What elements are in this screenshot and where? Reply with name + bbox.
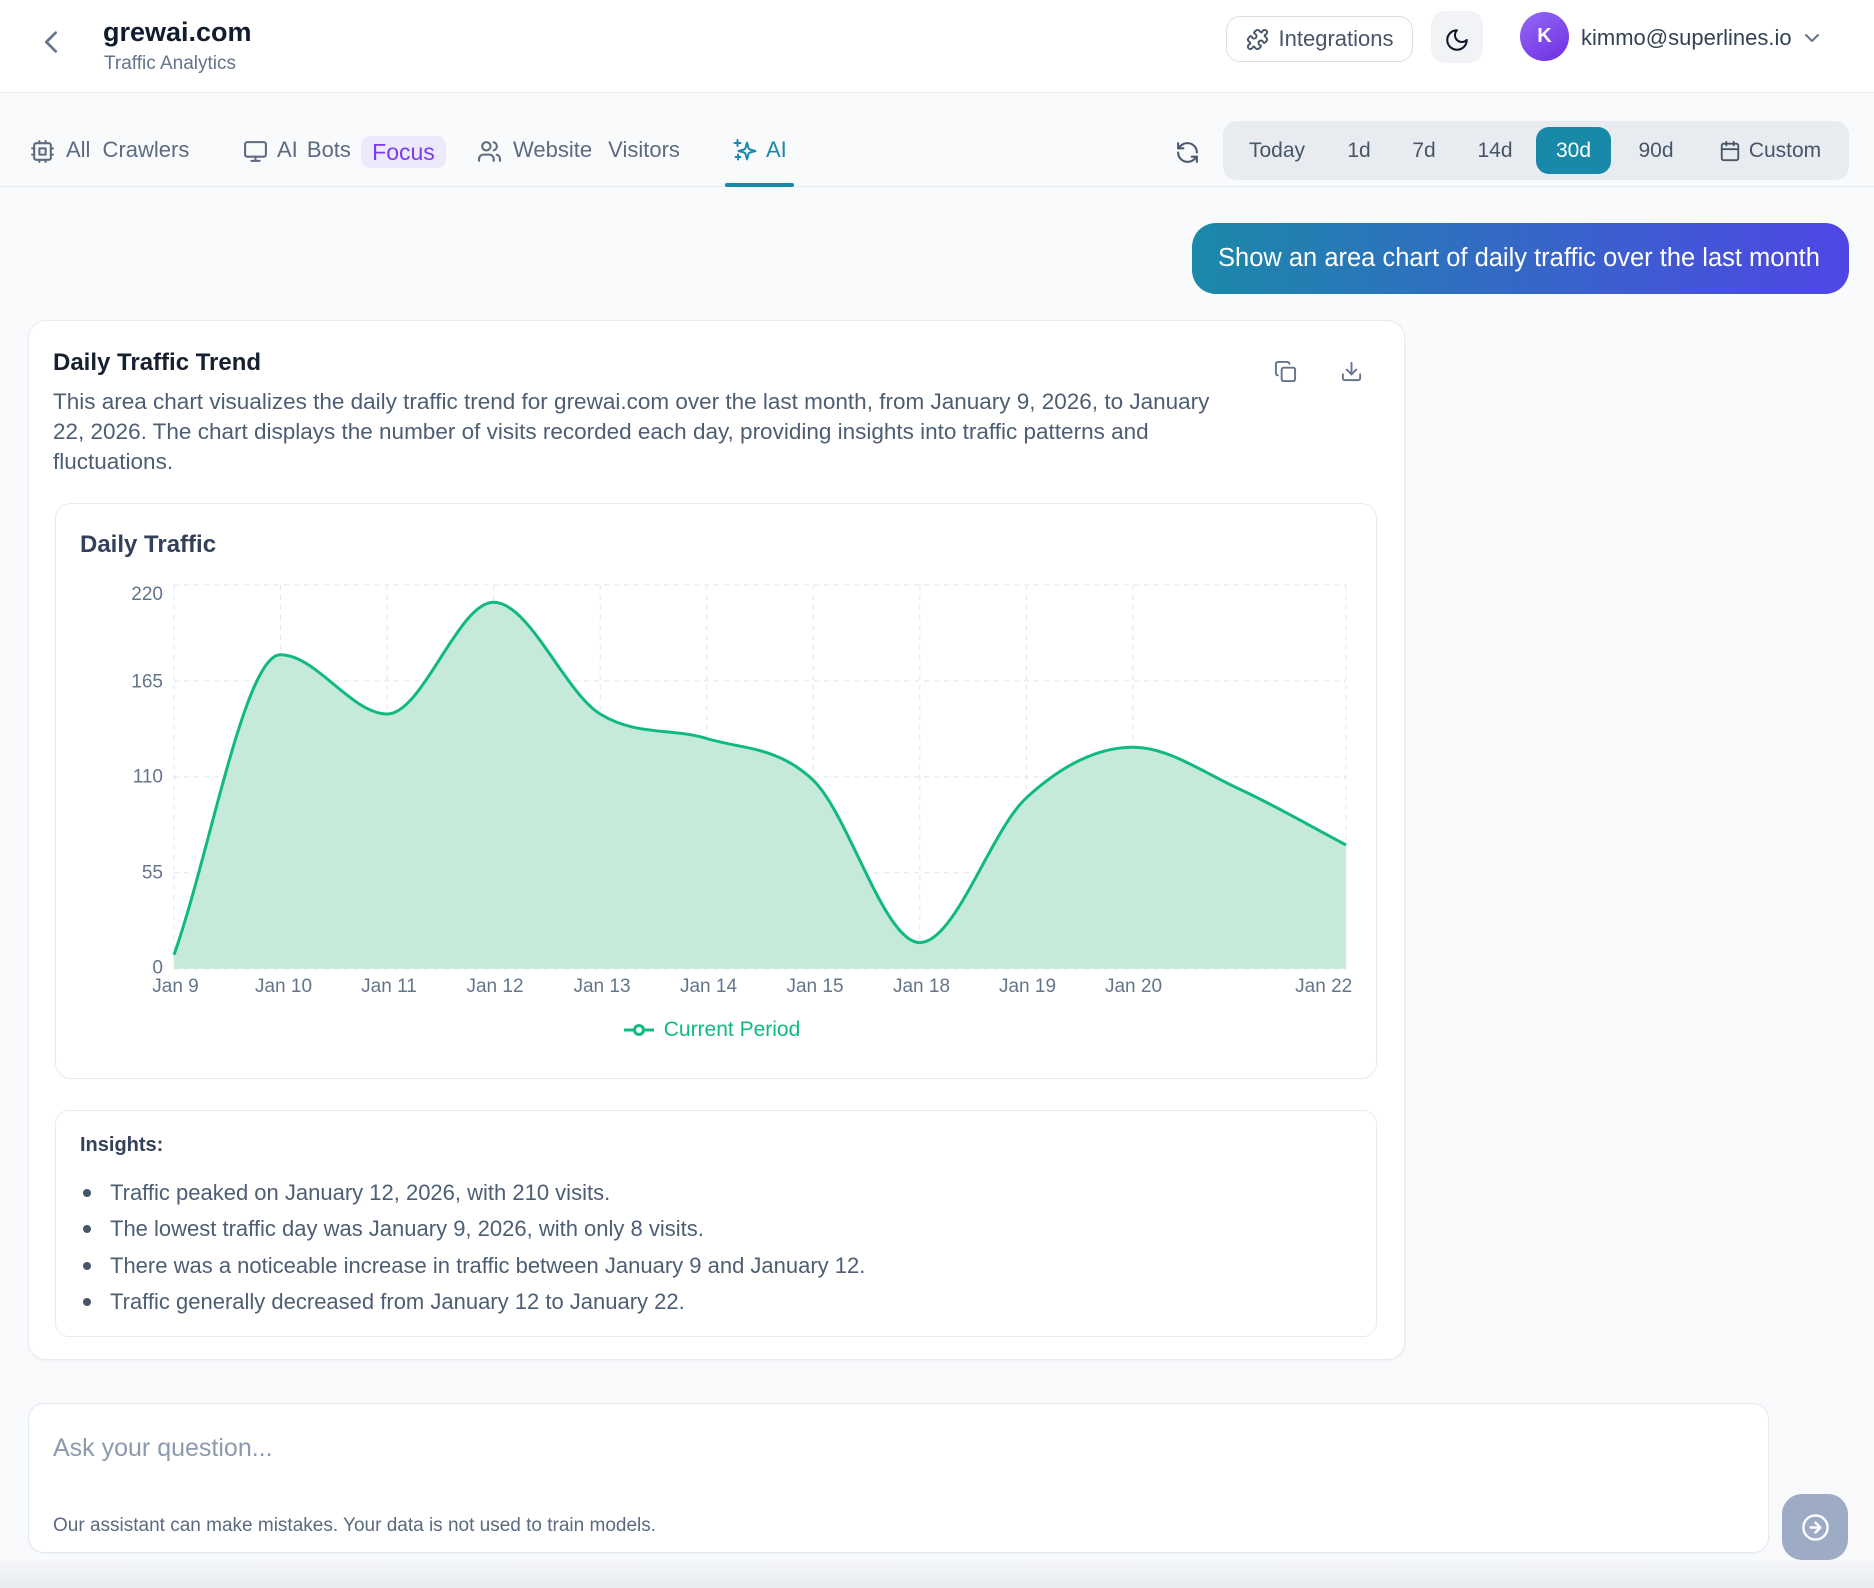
- svg-text:Jan 22: Jan 22: [1295, 976, 1352, 997]
- svg-text:55: 55: [142, 863, 163, 884]
- svg-text:165: 165: [131, 671, 163, 692]
- svg-text:Jan 12: Jan 12: [466, 976, 523, 997]
- svg-text:Jan 18: Jan 18: [893, 976, 950, 997]
- svg-text:110: 110: [133, 766, 163, 787]
- svg-text:Jan 14: Jan 14: [680, 976, 737, 997]
- svg-text:Jan 20: Jan 20: [1105, 976, 1162, 997]
- svg-text:0: 0: [152, 958, 163, 979]
- svg-text:Jan 13: Jan 13: [573, 976, 630, 997]
- svg-text:Jan 10: Jan 10: [255, 976, 312, 997]
- svg-text:220: 220: [131, 584, 163, 605]
- svg-text:Jan 15: Jan 15: [786, 976, 843, 997]
- svg-text:Jan 11: Jan 11: [361, 976, 417, 997]
- svg-text:Jan 9: Jan 9: [152, 976, 198, 997]
- svg-text:Jan 19: Jan 19: [999, 976, 1056, 997]
